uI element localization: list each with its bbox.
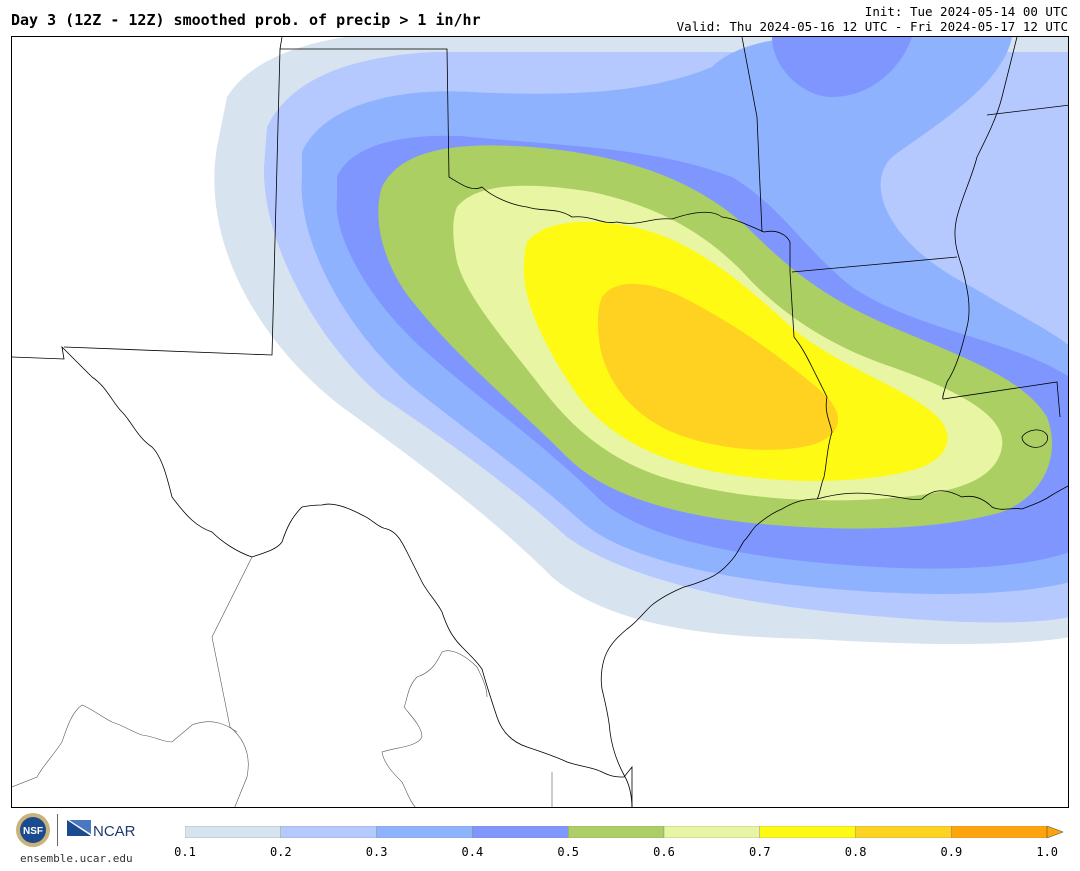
site-url[interactable]: ensemble.ucar.edu [20,852,133,865]
colorbar-segment [280,826,377,838]
colorbar-segment [568,826,665,838]
nsf-logo-text: NSF [23,826,43,837]
footer-branding: NSF NCAR ensemble.ucar.edu [13,812,153,868]
mexico-borders [12,556,553,807]
colorbar-tick-label: 0.1 [174,845,196,859]
colorbar-tick-label: 0.5 [557,845,580,859]
colorbar-tick-label: 0.6 [653,845,675,859]
colorbar [185,826,1064,838]
prob-contour-0.8 [597,283,839,450]
colorbar-segment [472,826,569,838]
probability-map[interactable] [11,36,1069,808]
ncar-logo-text: NCAR [93,823,136,840]
state-borders [12,37,1068,807]
colorbar-segment [951,826,1048,838]
page-title: Day 3 (12Z - 12Z) smoothed prob. of prec… [11,11,481,29]
gulf-coastline [600,429,1068,807]
colorbar-tick-label: 0.2 [269,845,292,859]
logo-divider [57,814,58,846]
colorbar-segment [855,826,952,838]
nsf-logo: NSF [16,813,50,847]
colorbar-tick-label: 0.8 [844,845,867,859]
colorbar-segment [759,826,856,838]
colorbar-segment [663,826,761,838]
colorbar-tick-label: 1.0 [1036,845,1059,859]
valid-time: Valid: Thu 2024-05-16 12 UTC - Fri 2024-… [676,19,1068,34]
colorbar-tick-label: 0.9 [940,845,963,859]
colorbar-tick-label: 0.7 [748,845,771,859]
ncar-logo: NCAR [67,820,136,840]
colorbar-tick-label: 0.3 [365,845,388,859]
colorbar-extend-arrow [1046,826,1064,838]
colorbar-segment [376,826,473,838]
colorbar-segment [185,826,282,838]
colorbar-tick-label: 0.4 [461,845,484,859]
map-canvas [12,37,1068,807]
init-time: Init: Tue 2024-05-14 00 UTC [864,4,1068,19]
